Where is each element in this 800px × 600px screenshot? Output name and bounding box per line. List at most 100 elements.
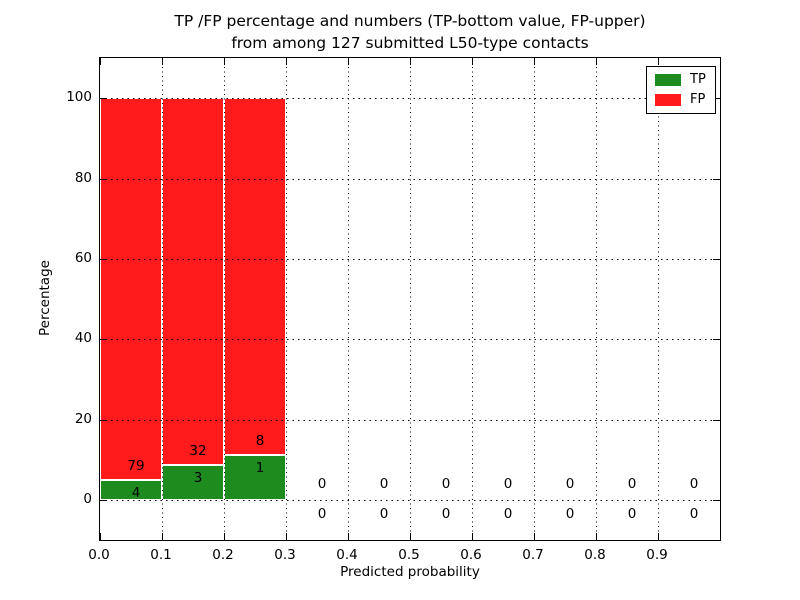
fp-count-label: 79	[127, 458, 145, 475]
x-tick-mark	[348, 533, 350, 540]
fp-count-label: 0	[627, 476, 637, 493]
y-tick-mark-right	[713, 499, 720, 502]
tp-count-label: 4	[131, 484, 141, 501]
y-tick-mark	[100, 98, 107, 100]
x-tick-label: 0.3	[274, 547, 296, 563]
bar-segment-fp	[162, 98, 224, 466]
fp-count-label: 0	[441, 476, 451, 493]
y-tick-label: 100	[66, 89, 92, 106]
gridline-x	[162, 58, 163, 540]
x-tick-mark-top	[658, 58, 660, 65]
gridline-x	[534, 58, 535, 540]
x-tick-mark-top	[348, 58, 350, 65]
fp-count-label: 32	[189, 442, 207, 459]
x-tick-label: 0.5	[398, 547, 420, 563]
gridline-y	[100, 258, 720, 260]
x-tick-mark	[410, 533, 412, 540]
fp-legend-swatch	[655, 94, 681, 106]
x-tick-label: 0.7	[522, 547, 544, 563]
gridline-x	[658, 58, 659, 540]
y-tick-label: 40	[74, 330, 92, 347]
gridline-x	[286, 58, 287, 540]
x-tick-label: 0.0	[88, 547, 110, 563]
legend-label: TP	[690, 72, 706, 87]
bar-segment-tp	[162, 465, 224, 500]
x-tick-mark	[472, 533, 474, 540]
x-tick-label: 0.8	[584, 547, 606, 563]
fp-count-label: 0	[503, 476, 513, 493]
y-tick-mark-right	[713, 258, 720, 261]
x-tick-mark-top	[410, 58, 412, 65]
fp-count-label: 0	[689, 476, 699, 493]
legend: TP FP	[646, 66, 716, 114]
gridline-y	[100, 499, 720, 501]
legend-label: FP	[690, 92, 706, 107]
tp-count-label: 0	[379, 506, 389, 523]
tp-count-label: 0	[503, 506, 513, 523]
y-tick-mark	[100, 419, 107, 421]
gridline-y	[100, 339, 720, 341]
legend-row: FP	[655, 93, 706, 107]
fp-count-label: 8	[255, 432, 265, 449]
x-tick-mark	[162, 533, 164, 540]
chart-title-line2: from among 127 submitted L50-type contac…	[231, 34, 589, 52]
gridline-y	[100, 419, 720, 421]
tp-count-label: 0	[565, 506, 575, 523]
y-tick-mark	[100, 258, 107, 261]
x-tick-mark	[534, 533, 536, 540]
gridline-x	[472, 58, 473, 540]
x-tick-label: 0.6	[460, 547, 482, 563]
x-axis-label: Predicted probability	[340, 564, 480, 580]
y-tick-label: 20	[74, 410, 92, 427]
x-tick-mark-top	[162, 58, 164, 65]
y-tick-mark-right	[713, 419, 720, 421]
y-axis-label: Percentage	[37, 260, 53, 336]
tp-count-label: 0	[317, 506, 327, 523]
fp-count-label: 0	[317, 476, 327, 493]
gridline-x	[224, 58, 225, 540]
chart-title-line1: TP /FP percentage and numbers (TP-bottom…	[174, 12, 646, 30]
bar-segment-fp	[100, 98, 162, 481]
bar-segment-tp	[224, 455, 286, 500]
y-tick-label: 0	[83, 490, 92, 507]
x-tick-mark	[596, 533, 598, 540]
gridline-x	[348, 58, 349, 540]
y-tick-mark	[100, 499, 107, 502]
tp-count-label: 0	[689, 506, 699, 523]
tp-count-label: 3	[193, 469, 203, 486]
gridline-y	[100, 98, 720, 100]
tp-count-label: 0	[627, 506, 637, 523]
y-tick-mark	[100, 339, 107, 341]
x-tick-label: 0.4	[336, 547, 358, 563]
x-tick-mark-top	[224, 58, 226, 65]
y-tick-mark-right	[713, 339, 720, 341]
y-tick-label: 60	[74, 249, 92, 266]
x-tick-mark-top	[596, 58, 598, 65]
y-tick-label: 80	[74, 169, 92, 186]
y-tick-mark	[100, 178, 107, 180]
gridline-x	[410, 58, 411, 540]
fp-count-label: 0	[379, 476, 389, 493]
x-tick-mark-top	[472, 58, 474, 65]
x-tick-mark	[286, 533, 288, 540]
x-tick-label: 0.9	[646, 547, 668, 563]
tp-count-label: 0	[441, 506, 451, 523]
chart-title: TP /FP percentage and numbers (TP-bottom…	[110, 10, 710, 54]
x-tick-mark-top	[286, 58, 288, 65]
gridline-y	[100, 178, 720, 180]
x-tick-label: 0.2	[212, 547, 234, 563]
legend-row: TP	[655, 73, 706, 87]
x-tick-mark-top	[100, 58, 102, 65]
gridline-x	[596, 58, 597, 540]
tp-legend-swatch	[655, 74, 681, 86]
x-tick-mark	[100, 533, 102, 540]
y-tick-mark-right	[713, 98, 720, 100]
bar-segment-fp	[224, 98, 286, 456]
x-tick-mark-top	[534, 58, 536, 65]
x-tick-mark	[224, 533, 226, 540]
y-tick-mark-right	[713, 178, 720, 180]
plot-area: 79 4 32 3 8 1 0 0 0 0 0 0 0 0 0 0 0 0 0 0	[99, 57, 721, 541]
tp-count-label: 1	[255, 459, 265, 476]
x-tick-label: 0.1	[150, 547, 172, 563]
